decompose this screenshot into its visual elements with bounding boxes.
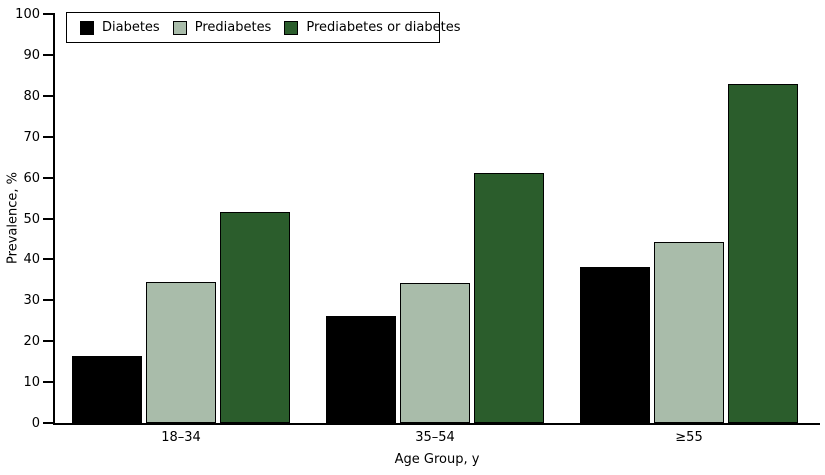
y-tick-mark — [43, 217, 53, 220]
y-tick-mark — [43, 381, 53, 384]
legend-label: Prediabetes — [194, 19, 272, 35]
bar-diabetes — [326, 315, 396, 423]
y-tick-label: 80 — [23, 88, 40, 104]
y-tick-mark — [43, 299, 53, 302]
y-tick-label: 100 — [15, 7, 40, 22]
y-tick-label: 70 — [23, 129, 40, 145]
legend-swatch-icon — [284, 20, 299, 35]
x-axis-line — [53, 423, 820, 425]
y-tick-label: 60 — [23, 170, 40, 186]
y-tick-label: 40 — [23, 252, 40, 268]
legend: Diabetes Prediabetes Prediabetes or diabet… — [66, 12, 460, 43]
bar-prediabetes — [654, 242, 724, 423]
bar-prediabetes-or-diabetes — [474, 173, 544, 423]
y-tick-mark — [43, 13, 53, 15]
bar-prediabetes-or-diabetes — [220, 211, 290, 423]
y-tick-label: 20 — [23, 334, 40, 350]
bar-diabetes — [580, 267, 650, 423]
bar-prediabetes — [146, 281, 216, 423]
legend-swatch-icon — [172, 20, 187, 35]
bar-prediabetes-or-diabetes — [728, 83, 798, 423]
y-tick-label: 30 — [23, 293, 40, 309]
y-tick-label: 10 — [23, 375, 40, 391]
y-tick-label: 90 — [23, 47, 40, 63]
x-tick-label: 18–34 — [161, 430, 201, 445]
y-tick-label: 50 — [23, 211, 40, 227]
y-tick-mark — [43, 94, 53, 97]
legend-label: Prediabetes or diabetes — [306, 19, 461, 35]
y-tick-mark — [43, 258, 53, 261]
y-tick-mark — [43, 176, 53, 179]
y-tick-mark — [43, 135, 53, 138]
y-tick-label: 0 — [31, 416, 40, 431]
x-axis-title: Age Group, y — [394, 452, 480, 467]
legend-swatch-icon — [80, 20, 94, 35]
x-tick-label: ≥55 — [675, 430, 703, 445]
x-tick-label: 35–54 — [415, 430, 455, 445]
legend-item: Diabetes — [80, 19, 160, 35]
legend-item: Prediabetes — [172, 19, 272, 35]
bar-prediabetes — [400, 283, 470, 423]
y-axis-line — [53, 13, 55, 425]
y-tick-mark — [43, 340, 53, 343]
legend-label: Diabetes — [102, 19, 160, 35]
legend-item: Prediabetes or diabetes — [284, 19, 461, 35]
bar-diabetes — [72, 355, 142, 423]
y-tick-mark — [43, 53, 53, 56]
y-tick-mark — [43, 422, 53, 424]
